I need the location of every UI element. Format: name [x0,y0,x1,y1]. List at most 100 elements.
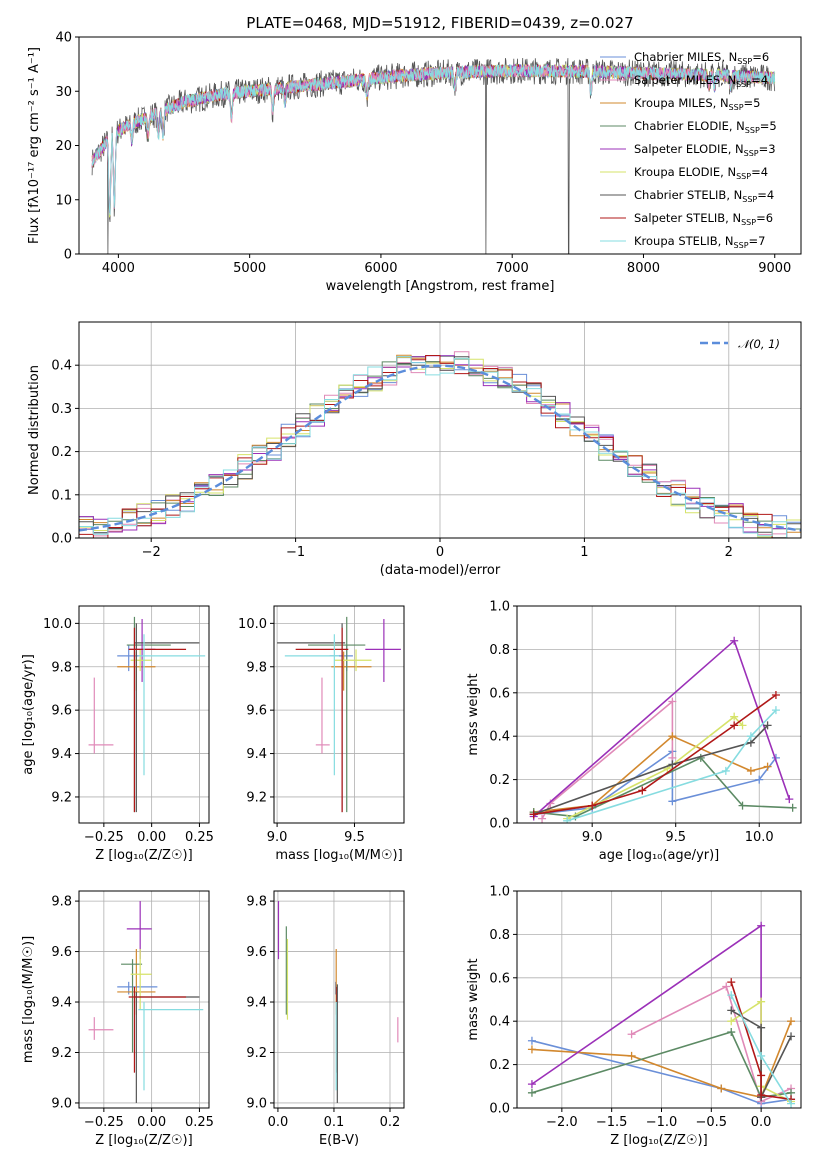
y-tick-label: 9.0 [246,1096,267,1111]
weight-marker [757,1023,766,1032]
y-axis-label: Flux [fλ10⁻¹⁷ erg cm⁻² s⁻¹ A⁻¹] [27,47,42,244]
y-tick-label: 0.0 [489,817,510,832]
y-axis-label: age [log₁₀(age/yr)] [21,654,36,775]
x-tick-label: 9.5 [344,830,365,845]
figure-title: PLATE=0468, MJD=51912, FIBERID=0439, z=0… [246,14,633,32]
x-tick-label: −2.0 [546,1115,578,1130]
y-tick-label: 1.0 [489,885,510,900]
weight-marker [757,997,766,1006]
panel-weight_vs_age: 9.0 9.5 10.0 0.0 0.2 0.4 0.6 0.8 1.0 age [log₁₀(a… [466,600,802,863]
weight-marker [757,1051,766,1060]
histogram-step [79,355,801,538]
x-tick-label: −1 [286,545,305,560]
x-axis-label: wavelength [Angstrom, rest frame] [326,279,555,294]
legend-entry: Kroupa ELODIE, NSSP=4 [634,165,768,181]
weight-line [533,694,777,816]
y-tick-label: 40 [55,31,72,46]
y-tick-label: 10.0 [238,617,267,632]
x-tick-label: 0.00 [137,830,166,845]
axes-frame [516,605,802,824]
x-tick-label: 10.0 [745,830,774,845]
weight-marker [746,766,755,775]
y-tick-label: 9.4 [51,747,72,762]
y-tick-label: 9.4 [246,747,267,762]
axes-frame [78,605,210,824]
y-tick-label: 9.2 [246,1046,267,1061]
errorbar-point [308,616,366,813]
x-tick-label: 0.25 [185,1115,214,1130]
errorbar-point [365,619,401,682]
y-tick-label: 0.8 [489,643,510,658]
weight-marker [721,766,730,775]
errorbar-point [138,1002,204,1091]
y-tick-label: 9.8 [246,895,267,910]
y-tick-label: 9.8 [246,660,267,675]
panel-age_vs_mass: 9.0 9.5 9.2 9.4 9.6 9.8 10.0 mass [log₁₀(M/M☉)] [238,605,405,863]
plot-area [277,901,399,1103]
x-tick-label: 0 [436,545,444,560]
weight-line [531,1031,792,1099]
weight-marker [787,1032,796,1041]
plot-area [529,636,797,823]
plot-area [91,57,776,254]
y-tick-label: 9.8 [51,895,72,910]
axes-frame [78,890,210,1109]
legend: Chabrier MILES, NSSP=6 Salpeter MILES, NS… [600,50,777,250]
y-tick-label: 9.6 [51,945,72,960]
y-tick-label: 20 [55,139,72,154]
weight-marker [627,1051,636,1060]
y-tick-label: 0.4 [489,1015,510,1030]
x-tick-label: 5000 [233,261,266,276]
x-tick-label: 9.5 [665,830,686,845]
weight-series [529,732,772,817]
weight-marker [785,795,794,804]
y-tick-label: 9.4 [51,996,72,1011]
errorbar-point [121,959,143,1053]
errorbar-point [88,677,114,754]
weight-marker [755,775,764,784]
errorbar-point [134,623,200,813]
weight-marker [668,760,677,769]
weight-marker [668,797,677,806]
panel-weight_vs_Z: −2.0 −1.5 −1.0 −0.5 0.0 0.0 0.2 0.4 0.6 0.8 1.0 Z [… [466,885,802,1148]
y-tick-label: 0.8 [489,928,510,943]
x-axis-label: Z [log₁₀(Z/Z☉)] [610,1133,707,1148]
y-tick-label: 9.4 [246,996,267,1011]
panel-mass_vs_Z: −0.25 0.00 0.25 9.0 9.2 9.4 9.6 9.8 Z [log₁₀(Z/Z… [21,890,214,1148]
y-tick-label: 0.0 [489,1102,510,1117]
axes-frame [78,36,802,255]
y-tick-label: 0.4 [489,730,510,745]
weight-marker [757,921,766,930]
x-tick-label: 0.25 [185,830,214,845]
weight-marker [757,1071,766,1080]
x-axis-label: E(B-V) [319,1133,359,1148]
weight-line [566,715,744,820]
x-tick-label: 9.0 [267,830,288,845]
weight-marker [717,1084,726,1093]
weight-line [566,709,777,822]
weight-marker [527,1080,536,1089]
legend-entry: Kroupa STELIB, NSSP=7 [634,234,765,250]
weight-series [529,636,794,821]
errorbar-point [295,627,349,813]
y-tick-label: 9.6 [246,945,267,960]
y-tick-label: 9.2 [51,790,72,805]
weight-marker [757,1090,766,1099]
x-tick-label: 2 [725,545,733,560]
x-tick-label: −1.5 [596,1115,628,1130]
errorbar-point [130,649,152,672]
weight-marker [730,636,739,645]
x-tick-label: 6000 [364,261,397,276]
weight-marker [727,1028,736,1037]
errorbar-point [334,649,372,672]
errorbar-point [315,677,330,754]
axes-frame [273,605,405,824]
weight-line [533,749,777,816]
axes-frame [516,890,802,1109]
x-axis-label: Z [log₁₀(Z/Z☉)] [95,848,192,863]
weight-marker [527,1088,536,1097]
x-tick-label: 0.00 [137,1115,166,1130]
weight-marker [563,816,572,823]
weight-series [727,978,796,1104]
